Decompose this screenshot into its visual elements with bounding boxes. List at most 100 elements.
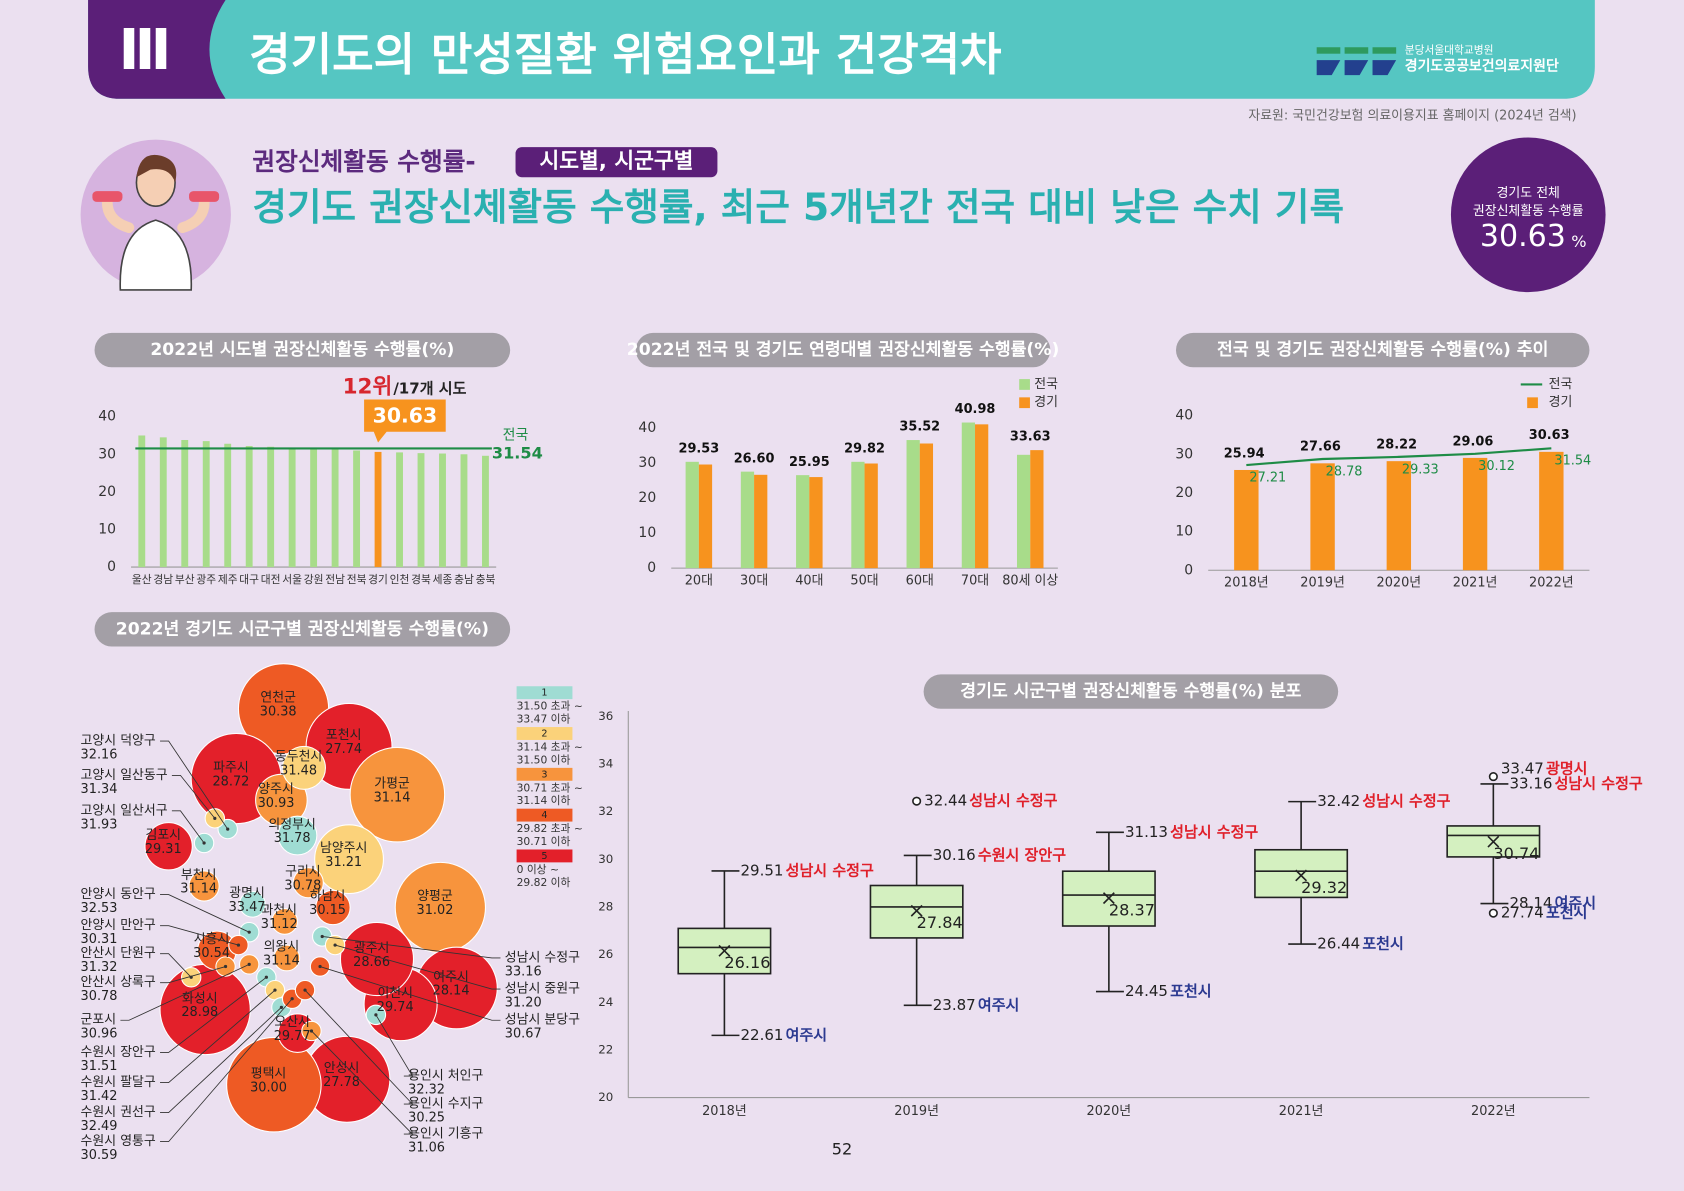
bar — [439, 453, 446, 568]
dumbbell — [189, 191, 220, 202]
name-label: 성남시 수정구 — [969, 792, 1057, 810]
bar — [460, 454, 468, 568]
headline: 경기도 권장신체활동 수행률, 최근 5개년간 전국 대비 낮은 수치 기록 — [252, 185, 1344, 229]
avatar-circle — [80, 139, 231, 290]
bar — [754, 474, 768, 569]
mean-marker — [1487, 835, 1500, 848]
region-name: 하남시 — [310, 889, 346, 904]
region-value: 31.78 — [274, 831, 311, 846]
x-tick-label: 경북 — [411, 573, 431, 586]
leader-dot — [303, 988, 307, 992]
leader-dot — [279, 1005, 284, 1009]
legend-swatch — [516, 686, 573, 700]
map-region — [315, 889, 351, 926]
y-tick-label: 30 — [1175, 446, 1193, 462]
bar — [1310, 463, 1335, 571]
leader-dot — [236, 943, 241, 947]
section-pill — [1175, 332, 1590, 368]
callout-value: 31.51 — [81, 1059, 118, 1074]
bar — [1539, 451, 1564, 571]
region-value: 28.72 — [212, 774, 249, 789]
bar — [374, 451, 382, 568]
legend-class: 1 — [541, 688, 547, 699]
callout-value: 30.31 — [81, 932, 118, 947]
source-note: 자료원: 국민건강보험 의료이용지표 홈페이지 (2024년 검색) — [1248, 108, 1576, 123]
x-tick-label: 2019년 — [894, 1104, 939, 1119]
callout-name: 안산시 단원구 — [81, 946, 156, 961]
callout-name: 고양시 덕양구 — [81, 734, 156, 749]
x-tick-label: 서울 — [282, 573, 302, 586]
name-label: 여주시 — [978, 996, 1019, 1014]
bar — [864, 463, 878, 569]
x-tick-label: 80세 이상 — [1002, 574, 1058, 589]
legend-range: 29.82 이하 — [517, 876, 571, 889]
callout-value: 31.42 — [81, 1089, 118, 1104]
data-label: 25.95 — [789, 455, 830, 470]
callout-name: 성남시 수정구 — [505, 950, 580, 965]
leader-dot — [309, 1029, 314, 1033]
logo-mark — [1316, 60, 1397, 76]
callout-value: 32.16 — [81, 747, 118, 762]
bar — [138, 435, 146, 568]
bar — [482, 455, 489, 568]
callout-name: 용인시 처인구 — [408, 1069, 483, 1084]
data-label: 25.94 — [1224, 446, 1265, 461]
name-label: 여주시 — [1555, 894, 1596, 912]
x-tick-label: 2022년 — [1529, 576, 1574, 591]
section-pill — [923, 674, 1339, 709]
callout-name: 군포시 — [81, 1013, 117, 1028]
avatar-arms — [101, 193, 210, 234]
y-tick-label: 0 — [647, 560, 656, 576]
leader-dot — [333, 943, 337, 947]
region-name: 화성시 — [182, 991, 218, 1006]
legend-range: 29.82 초과 ~ — [517, 822, 583, 835]
y-tick-label: 36 — [598, 709, 613, 723]
y-tick-label: 10 — [98, 521, 116, 537]
region-name: 과천시 — [261, 903, 297, 918]
y-tick-label: 20 — [598, 1090, 613, 1104]
mean-label: 29.32 — [1301, 878, 1347, 897]
region-value: 31.48 — [280, 764, 317, 779]
leader-dot — [202, 841, 206, 845]
bar — [267, 446, 275, 568]
map-region — [314, 824, 384, 895]
bar — [202, 441, 210, 568]
x-tick-label: 대전 — [261, 573, 281, 586]
region-value: 31.14 — [374, 790, 411, 805]
region-value: 28.98 — [181, 1005, 218, 1020]
x-tick-label: 60대 — [906, 574, 934, 589]
region-value: 30.15 — [309, 903, 346, 918]
data-label: 28.22 — [1376, 438, 1417, 453]
legend-range: 0 이상 ~ — [517, 863, 559, 876]
mean-label: 26.16 — [724, 953, 770, 972]
badge — [1450, 137, 1606, 293]
legend-swatch — [1019, 379, 1030, 390]
value-label: 33.47 — [1501, 760, 1544, 778]
map-region — [144, 822, 193, 871]
section-title: 2022년 전국 및 경기도 연령대별 권장신체활동 수행률(%) — [627, 339, 1060, 360]
callout-name: 용인시 기흥구 — [408, 1127, 483, 1142]
callout-value: 32.53 — [81, 901, 118, 916]
name-label: 성남시 수정구 — [1555, 774, 1643, 792]
name-label: 여주시 — [786, 1026, 827, 1044]
section-title: 전국 및 경기도 권장신체활동 수행률(%) 추이 — [1217, 339, 1548, 360]
mean-marker — [1295, 869, 1308, 882]
x-tick-label: 2018년 — [1224, 576, 1269, 591]
section-block — [88, 0, 226, 99]
region-value: 31.14 — [263, 954, 300, 969]
data-label: 40.98 — [955, 402, 996, 417]
section-pill — [635, 332, 1051, 368]
legend-swatch — [516, 849, 573, 863]
value-label: 32.44 — [924, 792, 967, 810]
bar — [809, 477, 823, 569]
bar — [796, 475, 810, 569]
callout-value: 30.96 — [81, 1027, 118, 1042]
bar — [685, 461, 699, 569]
bar — [1234, 469, 1259, 571]
leader-dot — [226, 827, 230, 831]
data-label: 35.52 — [899, 420, 940, 435]
leader-line — [160, 894, 250, 933]
mean-label: 30.74 — [1493, 844, 1539, 863]
leader-line — [334, 944, 501, 990]
logo-stripe — [1316, 47, 1341, 54]
